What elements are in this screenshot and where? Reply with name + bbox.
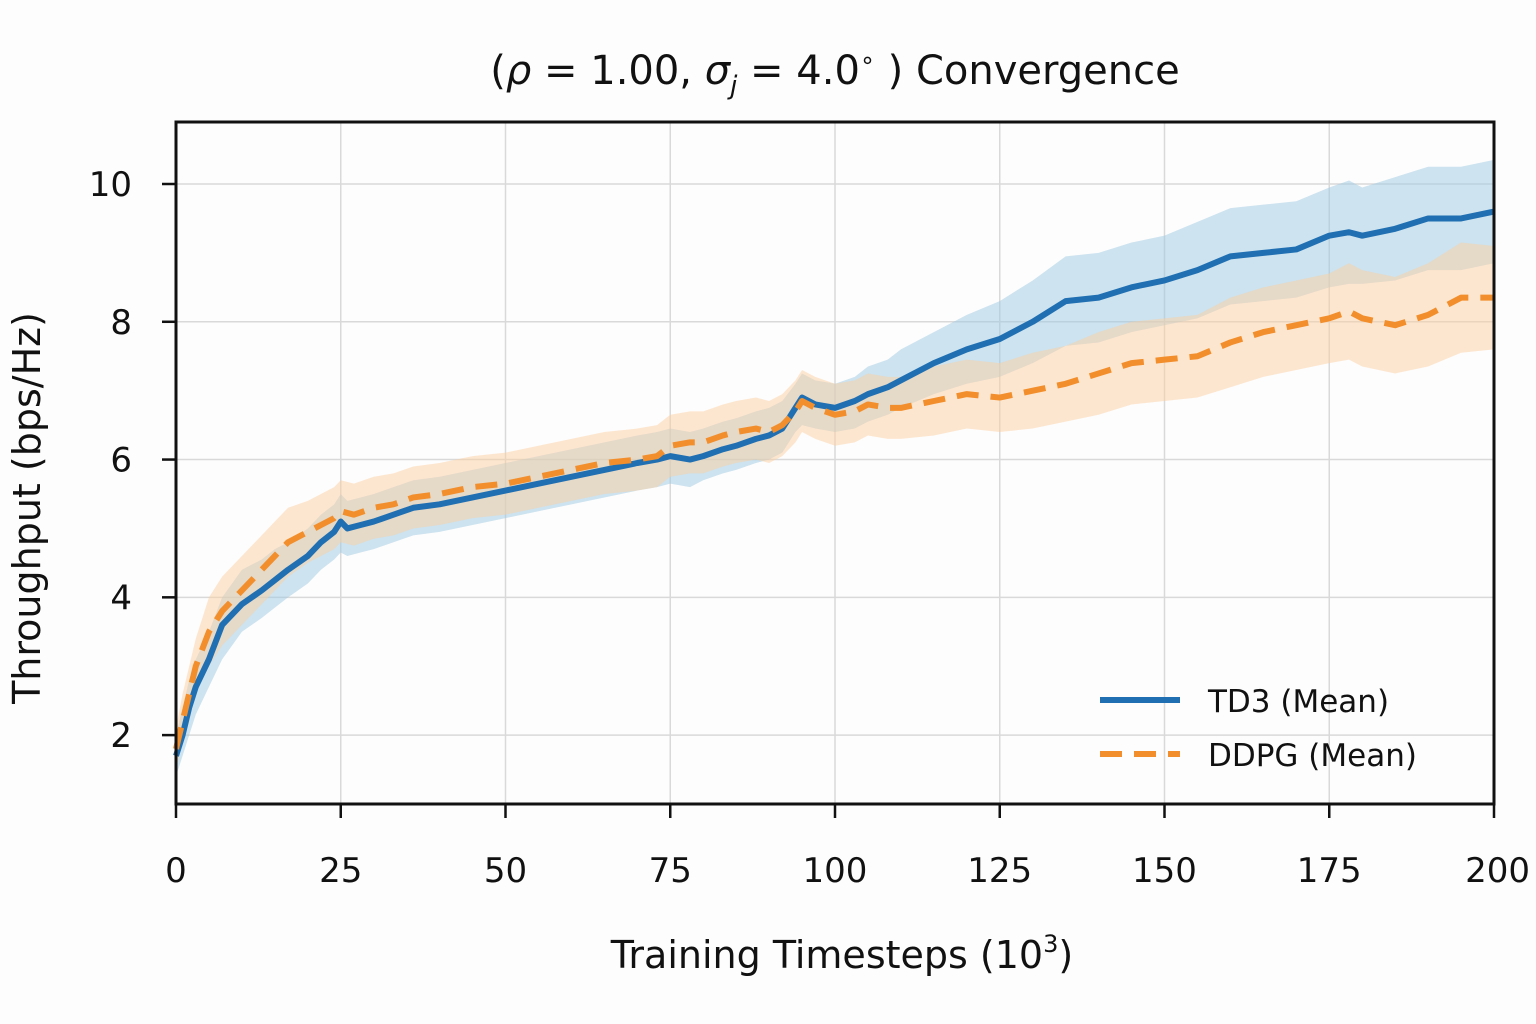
- legend-label-td3: TD3 (Mean): [1207, 684, 1389, 720]
- legend: TD3 (Mean) DDPG (Mean): [1100, 684, 1417, 774]
- band-1: [176, 242, 1494, 770]
- y-axis-label: Throughput (bps/Hz): [5, 312, 49, 705]
- legend-label-ddpg: DDPG (Mean): [1208, 738, 1417, 774]
- x-tick-label-7: 175: [1297, 851, 1362, 891]
- x-tick-label-6: 150: [1132, 851, 1197, 891]
- x-tick-label-8: 200: [1465, 851, 1530, 891]
- axes: 0 25 50 75 100 125 150 175 200 2 4 6 8 10: [89, 120, 1530, 891]
- y-tick-label-4: 10: [89, 165, 132, 205]
- y-tick-label-1: 4: [110, 578, 132, 618]
- y-tick-label-0: 2: [110, 716, 132, 756]
- series-line-1: [173, 294, 1494, 750]
- y-tick-label-2: 6: [110, 441, 132, 481]
- confidence-bands: [176, 159, 1494, 777]
- x-tick-label-4: 100: [803, 851, 868, 891]
- x-tick-label-2: 50: [484, 851, 527, 891]
- x-tick-label-0: 0: [165, 851, 187, 891]
- series-line-0: [173, 208, 1495, 757]
- x-tick-label-1: 25: [319, 851, 362, 891]
- x-tick-label-5: 125: [967, 851, 1032, 891]
- x-axis-label: Training Timesteps (103): [610, 930, 1073, 977]
- chart-title: (ρ = 1.00, σj = 4.0∘ ) Convergence: [490, 46, 1179, 101]
- band-0: [176, 159, 1494, 777]
- y-tick-label-3: 8: [110, 303, 132, 343]
- x-tick-label-3: 75: [649, 851, 692, 891]
- series-lines: [173, 208, 1495, 757]
